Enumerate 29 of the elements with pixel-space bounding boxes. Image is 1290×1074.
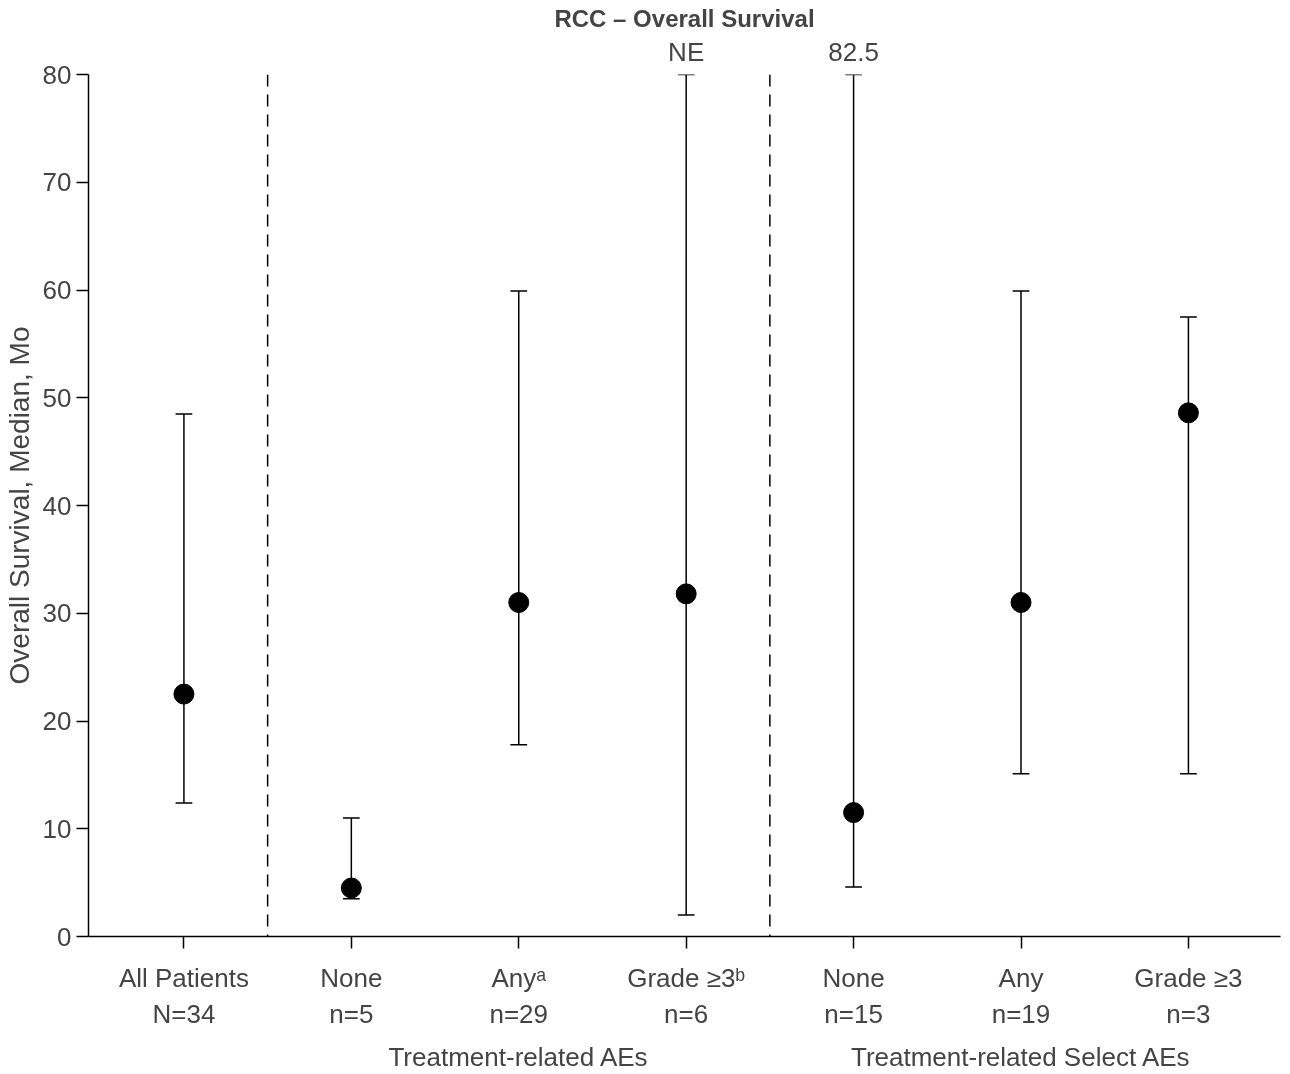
point [173,683,195,705]
x-tick-label: Anyᵃ n=29 [489,962,549,1029]
y-tick-label: 20 [42,706,72,736]
y-tick-label: 60 [42,275,72,305]
point [340,877,362,899]
text: Treatment-related AEs [388,1041,648,1072]
x-tick-label: Grade ≥3ᵇ n=6 [627,962,746,1029]
chart-title: RCC – Overall Survival [554,4,815,32]
y-tick-label: 10 [42,813,72,844]
text: 82.5 [828,36,879,67]
point [1177,402,1199,424]
point [675,583,697,605]
point [843,802,865,824]
x-tick-label: None n=15 [822,962,885,1029]
y-axis-title: Overall Survival, Median, Mo [3,326,35,685]
y-tick-label: 40 [42,490,72,521]
point [508,591,530,613]
point [1010,591,1032,613]
y-tick-label: 70 [42,167,72,198]
y-tick-label: 80 [42,59,72,90]
x-tick-label: All Patients N=34 [118,962,249,1029]
y-tick-label: 50 [42,382,72,413]
y-tick-label: 0 [57,921,72,952]
y-tick-label: 30 [42,598,72,629]
text: Treatment-related Select AEs [850,1041,1190,1072]
x-tick-label: Grade ≥3 n=3 [1134,962,1243,1029]
text: NE [668,36,705,67]
x-tick-label: None n=5 [320,962,383,1029]
x-tick-label: Any n=19 [991,962,1051,1029]
